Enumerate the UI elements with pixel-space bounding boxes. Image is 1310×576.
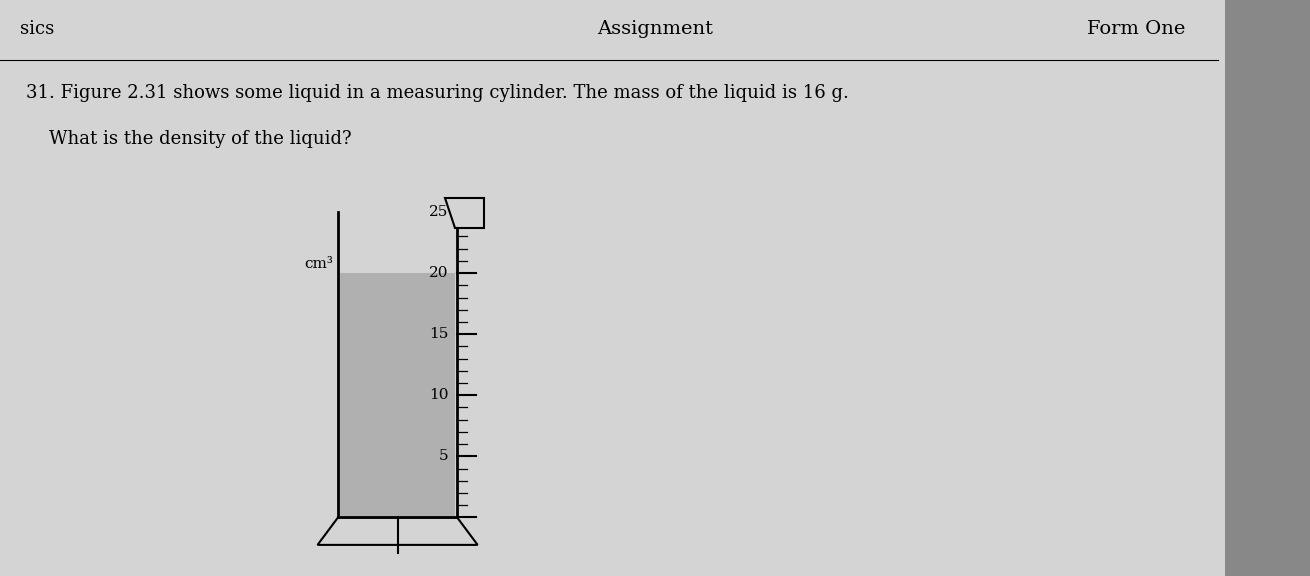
Bar <box>1225 0 1310 576</box>
Text: 5: 5 <box>439 449 448 463</box>
Text: 25: 25 <box>430 205 448 219</box>
Text: What is the density of the liquid?: What is the density of the liquid? <box>26 130 352 147</box>
Text: 15: 15 <box>430 327 448 341</box>
Polygon shape <box>445 198 485 228</box>
Text: 31. Figure 2.31 shows some liquid in a measuring cylinder. The mass of the liqui: 31. Figure 2.31 shows some liquid in a m… <box>26 84 849 101</box>
Text: 20: 20 <box>430 266 448 280</box>
Text: sics: sics <box>20 20 54 38</box>
Text: 10: 10 <box>430 388 448 402</box>
Text: Form One: Form One <box>1087 20 1186 38</box>
Text: Assignment: Assignment <box>597 20 713 38</box>
Polygon shape <box>317 517 478 545</box>
Polygon shape <box>341 273 455 517</box>
Text: cm³: cm³ <box>304 257 333 271</box>
